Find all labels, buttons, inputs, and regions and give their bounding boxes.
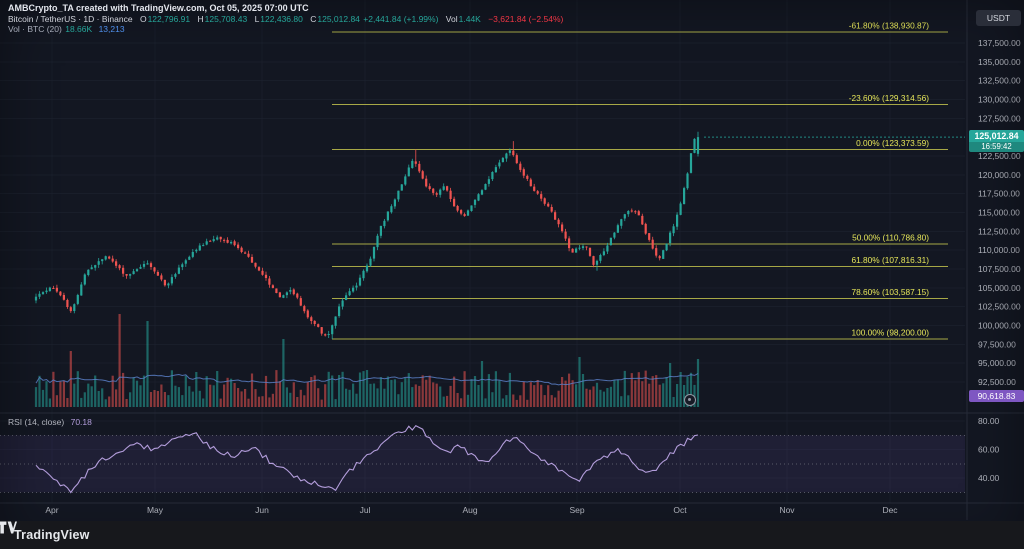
rsi-tick-label[interactable]: 40.00 [978,473,1000,483]
rsi-pane [0,425,965,494]
fib-label: -61.80% (138,930.87) [849,21,929,31]
rsi-label: RSI (14, close) [8,417,65,427]
time-axis-label[interactable]: Jul [360,505,371,515]
volume-ma-line [35,373,699,386]
symbol-legend-row[interactable]: Bitcoin / TetherUS · 1D · Binance O122,7… [8,14,563,24]
price-tick-label[interactable]: 122,500.00 [978,151,1021,161]
price-tick-label[interactable]: 117,500.00 [978,189,1020,199]
rsi-tick-label[interactable]: 60.00 [978,445,1000,455]
price-tick-label[interactable]: 135,000.00 [978,57,1021,67]
price-tick-label[interactable]: 107,500.00 [978,264,1021,274]
volume-ma-value: 13,213 [98,24,125,34]
rsi-value: 70.18 [70,417,92,427]
price-tick-label[interactable]: 130,000.00 [978,95,1021,105]
rsi-line [35,425,699,494]
price-tick-label[interactable]: 92,500.00 [978,377,1016,387]
price-tick-label[interactable]: 102,500.00 [978,302,1021,312]
currency-unit-button[interactable]: USDT [976,10,1021,26]
time-axis-label[interactable]: Aug [462,505,477,515]
volume-series [34,314,700,407]
vol-change-value: −3,621.84 (−2.54%) [488,14,564,24]
fib-labels: -61.80% (138,930.87) -23.60% (129,314.56)… [849,21,929,338]
price-tick-label[interactable]: 100,000.00 [978,321,1021,331]
volume-indicator-legend[interactable]: Vol · BTC (20) 18.66K 13,213 [8,24,125,34]
time-axis-label[interactable]: Jun [255,505,269,515]
price-tick-label[interactable]: 95,000.00 [978,358,1016,368]
high-label: H [197,14,204,24]
fib-label: 100.00% (98,200.00) [852,328,930,338]
close-value: 125,012.84 [317,14,360,24]
last-price-value: 125,012.84 [974,131,1019,141]
symbol-title: Bitcoin / TetherUS · 1D · Binance [8,14,133,24]
last-bar-info-icon[interactable] [684,394,696,406]
chart-watermark-title: AMBCrypto_TA created with TradingView.co… [8,3,309,13]
fib-label: 61.80% (107,816.31) [852,255,930,265]
time-axis-label[interactable]: Nov [779,505,795,515]
high-value: 125,708.43 [204,14,248,24]
price-scale[interactable]: 137,500.00 135,000.00 132,500.00 130,000.00… [978,38,1021,483]
fib-label: 0.00% (123,373.59) [856,138,929,148]
fib-retracement [332,31,948,340]
vol-label: Vol [445,14,458,24]
low-value: 122,436.80 [260,14,303,24]
tradingview-logo-text[interactable]: TradingView [14,528,90,542]
time-axis-label[interactable]: Oct [673,505,687,515]
open-value: 122,796.91 [147,14,191,24]
price-tick-label[interactable]: 112,500.00 [978,226,1020,236]
bar-countdown: 16:59:42 [969,142,1024,152]
price-tick-label[interactable]: 115,000.00 [978,208,1020,218]
price-tick-label[interactable]: 120,000.00 [978,170,1021,180]
time-axis-label[interactable]: Apr [45,505,58,515]
time-axis-label[interactable]: May [147,505,164,515]
price-tick-label[interactable]: 97,500.00 [978,339,1016,349]
chart-plot-area[interactable] [0,0,965,503]
open-label: O [139,14,147,24]
fib-label: 78.60% (103,587.15) [852,287,930,297]
close-label: C [310,14,317,24]
vol-value: 1.44K [458,14,481,24]
footer-bar: TradingView [0,521,1024,549]
fib-label: -23.60% (129,314.56) [849,93,929,103]
volume-indicator-value: 18.66K [65,24,93,34]
rsi-indicator-legend[interactable]: RSI (14, close) 70.18 [8,417,92,427]
time-axis-label[interactable]: Sep [569,505,584,515]
price-tick-label[interactable]: 105,000.00 [978,283,1021,293]
volume-indicator-label: Vol · BTC (20) [8,24,62,34]
rsi-tick-label[interactable]: 80.00 [978,416,1000,426]
time-axis[interactable]: Apr May Jun Jul Aug Sep Oct Nov Dec [45,505,898,515]
indicator-price-badge: 90,618.83 [969,390,1024,402]
pane-separators [0,0,1024,520]
price-tick-label[interactable]: 132,500.00 [978,76,1021,86]
tradingview-logo-icon[interactable] [0,521,17,534]
last-price-badge: 125,012.84 16:59:42 [969,130,1024,152]
low-label: L [254,14,260,24]
price-tick-label[interactable]: 110,000.00 [978,245,1020,255]
change-value: +2,441.84 (+1.99%) [363,14,439,24]
price-tick-label[interactable]: 127,500.00 [978,113,1021,123]
fib-label: 50.00% (110,786.80) [852,233,929,243]
candlestick-series [34,131,965,340]
price-tick-label[interactable]: 137,500.00 [978,38,1021,48]
time-axis-label[interactable]: Dec [882,505,898,515]
